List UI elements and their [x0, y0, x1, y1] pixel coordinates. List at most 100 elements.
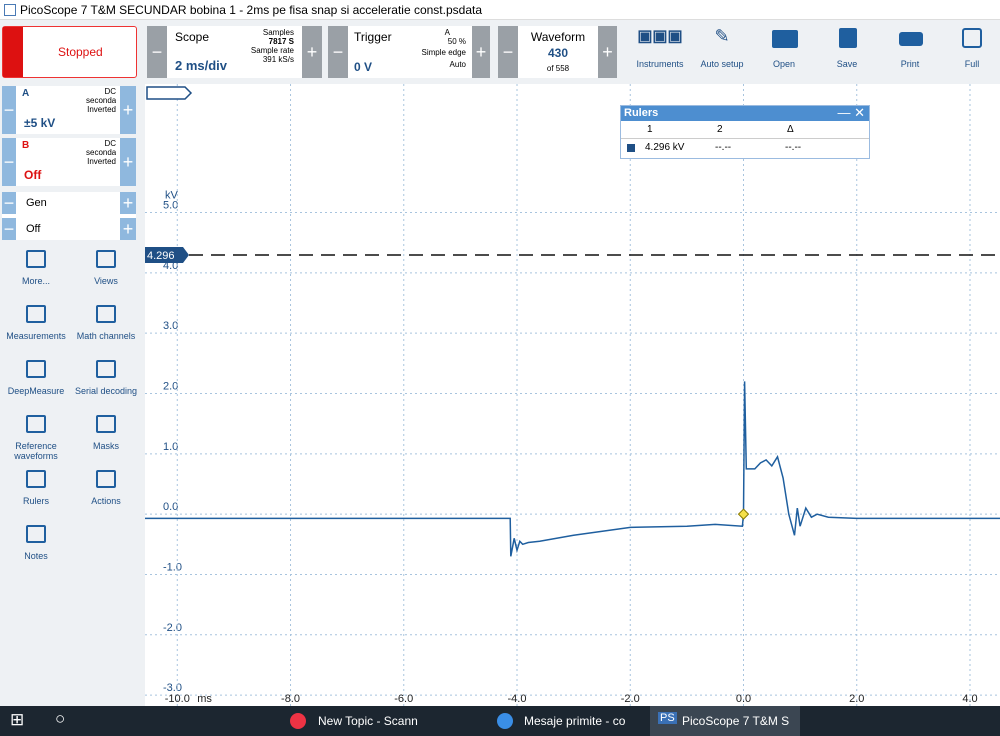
column-header: Δ: [787, 124, 794, 135]
tool-label: DeepMeasure: [7, 386, 65, 396]
waveform-panel[interactable]: Waveform 430 of 558: [518, 26, 598, 78]
icon: ▣▣▣: [637, 28, 683, 45]
value: 7817 S: [268, 37, 294, 46]
icon: [772, 30, 798, 48]
previous[interactable]: −: [498, 26, 518, 78]
decrease[interactable]: −: [2, 218, 16, 240]
divider: [621, 138, 869, 139]
toolbar: Stopped − Scope 2 ms/div Samples 7817 S …: [0, 20, 1000, 84]
current: 430: [547, 46, 569, 60]
tool-icon: [26, 305, 46, 323]
y-unit: kV: [165, 190, 179, 202]
label: Auto setup: [700, 59, 744, 69]
tool-button[interactable]: DeepMeasure: [2, 358, 70, 408]
x-unit: ms: [197, 693, 212, 705]
tool-icon: [96, 470, 116, 488]
tool-button[interactable]: Measurements: [2, 303, 70, 353]
waveform-trace: [145, 381, 1000, 557]
decrease[interactable]: −: [328, 26, 348, 78]
tool-label: Actions: [91, 496, 121, 506]
channel-marker: [146, 86, 193, 100]
tool-icon: [96, 305, 116, 323]
total: of 558: [546, 64, 570, 73]
window-controls[interactable]: — ✕: [837, 105, 865, 120]
tool-button[interactable]: Reference waveforms: [2, 413, 70, 463]
kind: Simple edge: [421, 48, 466, 57]
app-icon: [290, 713, 306, 729]
x-tick-label: -8.0: [281, 693, 300, 705]
task[interactable]: Mesaje primite - co: [524, 714, 626, 728]
scope-panel[interactable]: Scope 2 ms/div Samples 7817 S Sample rat…: [167, 26, 302, 78]
increase[interactable]: +: [120, 138, 136, 186]
window-header: Rulers — ✕: [621, 105, 869, 121]
active-task[interactable]: PS PicoScope 7 T&M S: [650, 706, 800, 736]
y-tick-label: -2.0: [163, 622, 182, 634]
column-header: 2: [717, 124, 723, 135]
tool-button[interactable]: More...: [2, 248, 70, 298]
next[interactable]: +: [598, 26, 617, 78]
stop-stripe: [3, 27, 23, 77]
search-button[interactable]: ○: [55, 709, 66, 728]
label: Sample rate: [250, 46, 294, 55]
increase[interactable]: +: [120, 86, 136, 134]
increase[interactable]: +: [302, 26, 322, 78]
channel-name: A: [22, 88, 30, 99]
generator[interactable]: − − Gen Off + +: [2, 192, 136, 240]
probe: seconda: [86, 96, 116, 105]
tool-label: Notes: [24, 551, 48, 561]
scope-plot: -3.0-2.0-1.00.01.02.03.04.05.0-10.0 -8.0-…: [145, 84, 1000, 706]
x-tick-label: -4.0: [508, 693, 527, 705]
icon: [899, 32, 923, 46]
app-icon: [4, 4, 16, 16]
tool-button[interactable]: Actions: [72, 468, 140, 518]
side-panel: − A DC seconda Inverted ±5 kV + − B DC s…: [0, 84, 145, 706]
y-tick-label: 2.0: [163, 380, 178, 392]
tool-button[interactable]: Masks: [72, 413, 140, 463]
value: 50 %: [447, 37, 466, 46]
label: Samples: [262, 28, 294, 37]
probe: seconda: [86, 148, 116, 157]
x-tick-label: 2.0: [849, 693, 864, 705]
tool-label: More...: [21, 276, 50, 286]
label: Waveform: [530, 30, 586, 44]
tool-label: Reference waveforms: [14, 441, 58, 461]
trigger-panel[interactable]: Trigger 0 V A 50 % Simple edge Auto: [348, 26, 472, 78]
y-tick-label: 0.0: [163, 501, 178, 513]
tool-button[interactable]: Rulers: [2, 468, 70, 518]
increase[interactable]: +: [120, 192, 136, 214]
tool-button[interactable]: Serial decoding: [72, 358, 140, 408]
tool-label: Measurements: [6, 331, 66, 341]
label: Scope: [175, 30, 210, 44]
range: Off: [24, 168, 42, 182]
start-button[interactable]: ⊞: [10, 710, 25, 729]
channel-a[interactable]: − A DC seconda Inverted ±5 kV +: [2, 86, 136, 134]
run-button[interactable]: Stopped: [2, 26, 137, 78]
cell: --.--: [785, 142, 802, 153]
decrease[interactable]: −: [2, 86, 16, 134]
taskbar: ⊞ ○ New Topic - Scann Mesaje primite - c…: [0, 706, 1000, 736]
tool-icon: [96, 415, 116, 433]
channel-b[interactable]: − B DC seconda Inverted Off +: [2, 138, 136, 186]
increase[interactable]: +: [472, 26, 490, 78]
gen-name: Gen: [26, 197, 47, 209]
title-bar: PicoScope 7 T&M SECUNDAR bobina 1 - 2ms …: [0, 0, 1000, 20]
ruler-swatch: [627, 144, 635, 152]
decrease[interactable]: −: [2, 138, 16, 186]
tool-button[interactable]: Notes: [2, 523, 70, 573]
tool-icon: [96, 360, 116, 378]
tool-button[interactable]: Math channels: [72, 303, 140, 353]
task[interactable]: New Topic - Scann: [318, 714, 418, 728]
icon: [839, 28, 857, 48]
ruler-tag: [145, 246, 189, 263]
increase[interactable]: +: [120, 218, 136, 240]
label: Instruments: [636, 59, 684, 69]
decrease[interactable]: −: [2, 192, 16, 214]
y-tick-label: 1.0: [163, 441, 178, 453]
decrease[interactable]: −: [147, 26, 167, 78]
cell: --.--: [715, 142, 732, 153]
tools: More... Views Measurements Math channels Dee…: [0, 248, 145, 578]
tool-label: Masks: [92, 441, 119, 451]
x-tick-label: -2.0: [621, 693, 640, 705]
tool-button[interactable]: Views: [72, 248, 140, 298]
task: PicoScope 7 T&M S: [682, 714, 790, 728]
